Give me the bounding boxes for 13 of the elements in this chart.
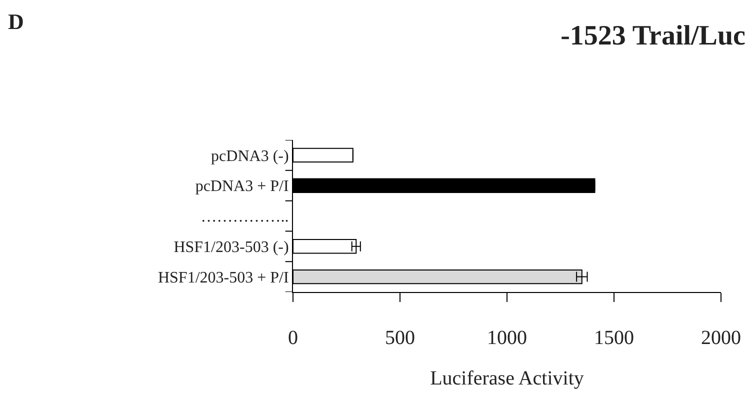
x-tick-label: 1000 [487,327,527,349]
y-tick-label: pcDNA3 + P/I [195,178,289,196]
chart-title: -1523 Trail/Luc [560,20,746,52]
x-tick-label: 0 [288,327,298,349]
y-tick-label: pcDNA3 (-) [211,148,289,165]
x-tick-label: 2000 [701,327,741,349]
y-tick-label: HSF1/203-503 (-) [174,239,289,256]
text: D [8,9,24,34]
y-tick-label: …………….. [200,208,289,226]
x-tick-label: 1500 [594,327,634,349]
x-tick-label: 500 [385,327,415,349]
x-axis-title: Luciferase Activity [430,368,584,390]
y-tick-label: HSF1/203-503 + P/I [158,269,289,286]
